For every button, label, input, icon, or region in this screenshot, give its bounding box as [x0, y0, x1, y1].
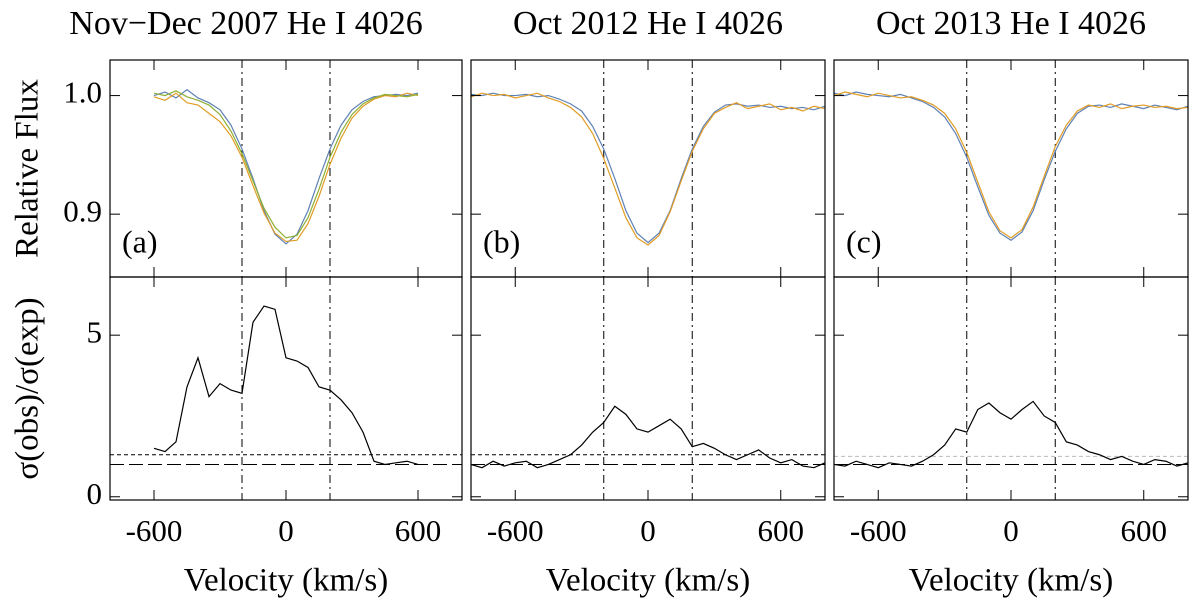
panel-frame — [470, 276, 826, 501]
panel-frame — [833, 59, 1189, 278]
y-tick-label: 1.0 — [63, 75, 102, 110]
y-axis-label: Relative Flux — [10, 79, 46, 258]
x-tick-label: 600 — [758, 513, 805, 548]
panel-label: (c) — [846, 223, 882, 259]
data-line — [153, 90, 419, 239]
x-tick-label: 0 — [278, 513, 294, 548]
panel-frame — [833, 276, 1189, 501]
data-line — [153, 88, 419, 245]
data-line — [153, 305, 419, 466]
y-tick-label: 5 — [87, 314, 103, 349]
y-tick-label: 0.9 — [63, 193, 102, 228]
panel-frame — [109, 276, 463, 501]
panel-label: (b) — [483, 223, 520, 259]
x-tick-label: -600 — [487, 513, 544, 548]
panel-title: Oct 2013 He I 4026 — [876, 5, 1146, 42]
x-tick-label: 600 — [1121, 513, 1168, 548]
data-line — [471, 92, 825, 246]
data-line — [471, 405, 825, 469]
x-axis-label: Velocity (km/s) — [909, 563, 1113, 599]
panel-title: Nov−Dec 2007 He I 4026 — [69, 5, 422, 42]
y-axis-label: σ(obs)/σ(exp) — [10, 297, 46, 479]
x-tick-label: 600 — [395, 513, 442, 548]
panel-title: Oct 2012 He I 4026 — [513, 5, 783, 42]
y-tick-label: 0 — [87, 476, 103, 511]
x-tick-label: 0 — [1003, 513, 1019, 548]
x-tick-label: -600 — [850, 513, 907, 548]
data-line — [834, 400, 1188, 469]
x-axis-label: Velocity (km/s) — [546, 563, 750, 599]
panel-label: (a) — [122, 223, 158, 259]
data-line — [834, 91, 1188, 241]
x-tick-label: 0 — [640, 513, 656, 548]
data-line — [471, 92, 825, 244]
x-axis-label: Velocity (km/s) — [184, 563, 388, 599]
x-tick-label: -600 — [126, 513, 183, 548]
data-line — [834, 91, 1188, 239]
data-line — [153, 92, 419, 243]
